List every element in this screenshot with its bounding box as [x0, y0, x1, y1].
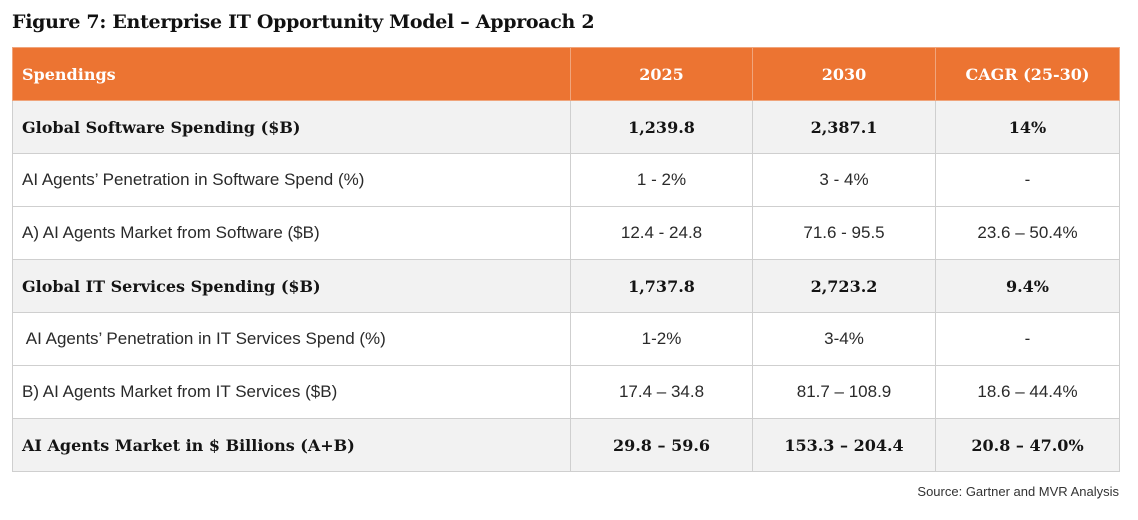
cell-cagr: 18.6 – 44.4%	[935, 365, 1120, 419]
cell-cagr: -	[935, 153, 1120, 207]
cell-2030: 3 - 4%	[752, 153, 936, 207]
cell-2030: 153.3 – 204.4	[752, 418, 936, 472]
table-row-market-from-it-services: B) AI Agents Market from IT Services ($B…	[12, 365, 1120, 419]
table-row-market-from-software: A) AI Agents Market from Software ($B) 1…	[12, 206, 1120, 260]
table-row-global-it-services-spending: Global IT Services Spending ($B) 1,737.8…	[12, 259, 1120, 313]
row-label: AI Agents Market in $ Billions (A+B)	[12, 418, 571, 472]
opportunity-model-table: Spendings 2025 2030 CAGR (25-30) Global …	[12, 47, 1120, 472]
cell-cagr: 9.4%	[935, 259, 1120, 313]
cell-2025: 29.8 – 59.6	[570, 418, 753, 472]
figure-title: Figure 7: Enterprise IT Opportunity Mode…	[12, 11, 595, 33]
table-row-total-ai-agents-market: AI Agents Market in $ Billions (A+B) 29.…	[12, 418, 1120, 472]
cell-2025: 1,239.8	[570, 100, 753, 154]
cell-2025: 1,737.8	[570, 259, 753, 313]
column-header-spendings: Spendings	[12, 47, 571, 101]
row-label: AI Agents’ Penetration in Software Spend…	[12, 153, 571, 207]
cell-2030: 71.6 - 95.5	[752, 206, 936, 260]
cell-cagr: 14%	[935, 100, 1120, 154]
column-header-cagr: CAGR (25-30)	[935, 47, 1120, 101]
row-label: Global Software Spending ($B)	[12, 100, 571, 154]
row-label: A) AI Agents Market from Software ($B)	[12, 206, 571, 260]
table-row-global-software-spending: Global Software Spending ($B) 1,239.8 2,…	[12, 100, 1120, 154]
cell-cagr: 23.6 – 50.4%	[935, 206, 1120, 260]
cell-2030: 81.7 – 108.9	[752, 365, 936, 419]
cell-2030: 2,387.1	[752, 100, 936, 154]
cell-2025: 17.4 – 34.8	[570, 365, 753, 419]
column-header-2025: 2025	[570, 47, 753, 101]
table-header-row: Spendings 2025 2030 CAGR (25-30)	[12, 47, 1120, 101]
column-header-2030: 2030	[752, 47, 936, 101]
cell-2025: 1-2%	[570, 312, 753, 366]
row-label: B) AI Agents Market from IT Services ($B…	[12, 365, 571, 419]
cell-cagr: 20.8 – 47.0%	[935, 418, 1120, 472]
cell-cagr: -	[935, 312, 1120, 366]
cell-2030: 2,723.2	[752, 259, 936, 313]
source-note: Source: Gartner and MVR Analysis	[917, 484, 1119, 499]
row-label: Global IT Services Spending ($B)	[12, 259, 571, 313]
cell-2025: 12.4 - 24.8	[570, 206, 753, 260]
cell-2025: 1 - 2%	[570, 153, 753, 207]
row-label: AI Agents’ Penetration in IT Services Sp…	[12, 312, 571, 366]
table-row-it-services-penetration: AI Agents’ Penetration in IT Services Sp…	[12, 312, 1120, 366]
cell-2030: 3-4%	[752, 312, 936, 366]
table-row-software-penetration: AI Agents’ Penetration in Software Spend…	[12, 153, 1120, 207]
